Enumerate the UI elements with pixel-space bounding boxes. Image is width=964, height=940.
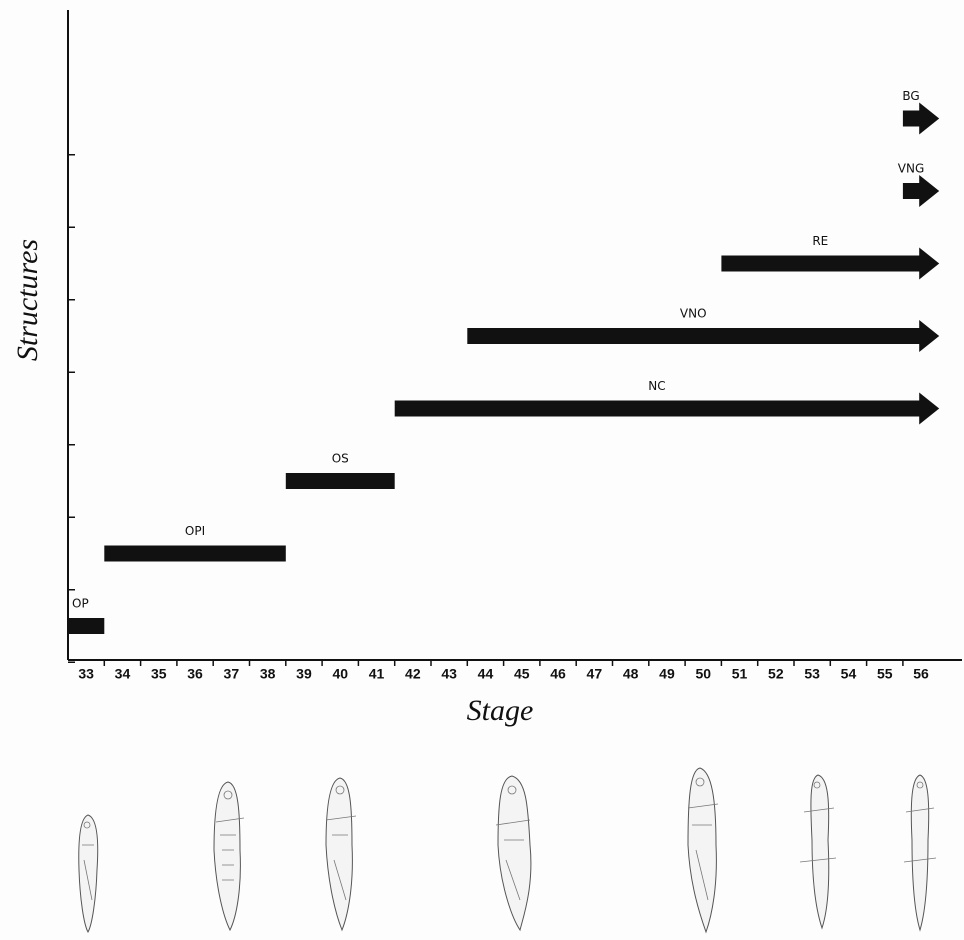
- tadpole: [213, 781, 245, 932]
- bar-label: VNG: [898, 162, 924, 176]
- illustrations: [78, 767, 937, 934]
- x-tick-label: 46: [550, 666, 566, 682]
- range-arrow: [902, 175, 940, 207]
- x-tick-label: 53: [804, 666, 820, 682]
- y-axis-title: Structures: [11, 239, 44, 361]
- x-tick-label: 48: [623, 666, 639, 682]
- bar-label: OPI: [185, 524, 205, 538]
- salamander-larva: [799, 774, 837, 930]
- x-tick-label: 38: [260, 666, 276, 682]
- range-arrow: [394, 392, 940, 425]
- range-arrow: [467, 320, 940, 352]
- range-arrow: [721, 247, 940, 280]
- x-tick-label: 33: [78, 666, 94, 682]
- range-bar: [104, 545, 286, 562]
- x-tick-label: 50: [695, 666, 711, 682]
- x-tick-label: 56: [913, 666, 929, 682]
- x-tick-label: 47: [587, 666, 603, 682]
- x-tick-label: 40: [332, 666, 348, 682]
- bar-label: BG: [902, 89, 919, 103]
- bar-label: OP: [72, 597, 89, 611]
- x-tick-label: 51: [732, 666, 748, 682]
- x-tick-label: 37: [224, 666, 240, 682]
- x-tick-label: 41: [369, 666, 385, 682]
- bar-label: RE: [812, 234, 828, 248]
- x-axis-title: Stage: [467, 694, 534, 727]
- bar-label: VNO: [680, 307, 707, 321]
- x-tick-label: 43: [441, 666, 457, 682]
- bar-label: NC: [648, 379, 665, 393]
- range-bar: [68, 618, 105, 634]
- x-tick-label: 52: [768, 666, 784, 682]
- x-tick-label: 49: [659, 666, 675, 682]
- x-tick-label: 39: [296, 666, 312, 682]
- tadpole: [495, 775, 532, 932]
- x-tick-label: 34: [115, 666, 131, 682]
- x-tick-label: 42: [405, 666, 421, 682]
- x-tick-label: 36: [187, 666, 203, 682]
- bar-label: OS: [332, 452, 349, 466]
- tadpole: [78, 814, 99, 934]
- salamander: [903, 774, 937, 932]
- x-tick-label: 55: [877, 666, 893, 682]
- range-bar: [285, 473, 395, 489]
- tadpole: [687, 767, 719, 934]
- x-tick-label: 44: [478, 666, 494, 682]
- x-tick-label: 54: [841, 666, 857, 682]
- range-arrow: [902, 102, 940, 135]
- x-tick-label: 45: [514, 666, 530, 682]
- tadpole: [325, 777, 357, 932]
- x-tick-label: 35: [151, 666, 167, 682]
